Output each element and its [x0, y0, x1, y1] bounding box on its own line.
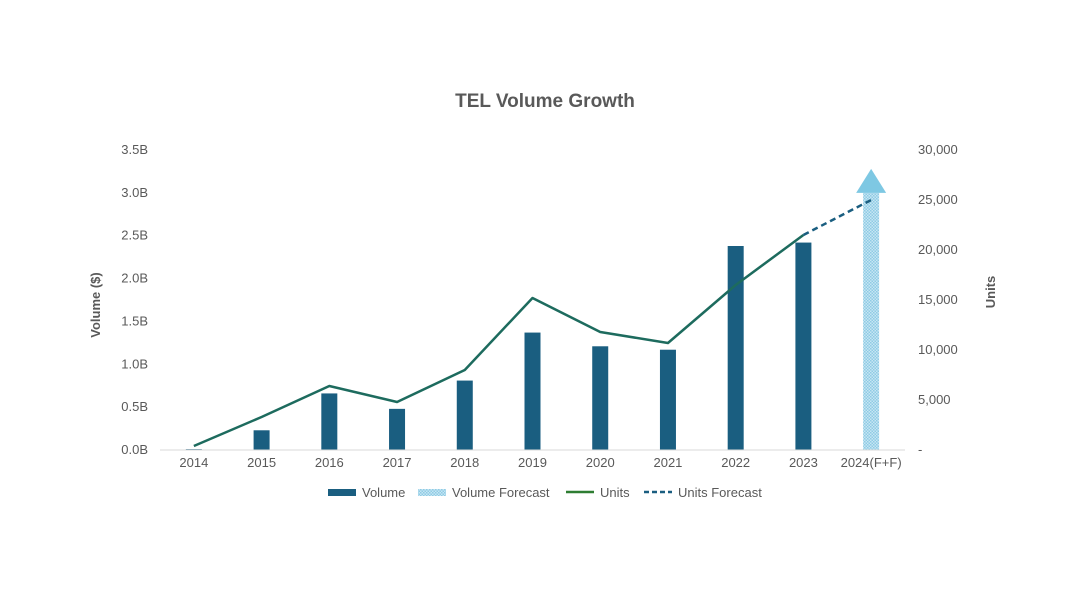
x-ticks: 2014 2015 2016 2017 2018 2019 2020 2021 2022 2023…: [179, 455, 901, 470]
legend: Volume Volume Forecast Units Units Forec…: [328, 485, 762, 500]
x-tick-label: 2014: [179, 455, 208, 470]
legend-swatch-volume: [328, 489, 356, 496]
y-left-tick-label: 3.0B: [121, 185, 148, 200]
x-tick-label: 2023: [789, 455, 818, 470]
volume-bar: [592, 346, 609, 450]
y-right-axis-title: Units: [983, 276, 998, 309]
volume-bar: [456, 380, 473, 450]
x-tick-label: 2020: [586, 455, 615, 470]
y-left-tick-label: 2.0B: [121, 271, 148, 286]
y-right-ticks: - 5,000 10,000 15,000 20,000 25,000 30,000: [918, 142, 958, 457]
y-right-tick-label: -: [918, 442, 922, 457]
volume-bar: [727, 246, 744, 450]
y-left-ticks: 0.0B 0.5B 1.0B 1.5B 2.0B 2.5B 3.0B 3.5B: [121, 142, 148, 457]
chart-title: TEL Volume Growth: [455, 91, 635, 112]
lines: [193, 198, 872, 448]
x-tick-label: 2015: [247, 455, 276, 470]
legend-label-volume: Volume: [362, 485, 405, 500]
y-left-tick-label: 0.0B: [121, 442, 148, 457]
y-right-tick-label: 30,000: [918, 142, 958, 157]
x-tick-label: 2022: [721, 455, 750, 470]
x-tick-label: 2024(F+F): [841, 455, 902, 470]
y-left-tick-label: 2.5B: [121, 228, 148, 243]
units-line: [193, 233, 805, 448]
y-right-tick-label: 10,000: [918, 342, 958, 357]
x-tick-label: 2016: [315, 455, 344, 470]
y-right-tick-label: 20,000: [918, 242, 958, 257]
legend-swatch-volume-forecast: [418, 489, 446, 496]
y-right-tick-label: 15,000: [918, 292, 958, 307]
x-tick-label: 2019: [518, 455, 547, 470]
y-left-tick-label: 3.5B: [121, 142, 148, 157]
y-left-axis-title: Volume ($): [88, 272, 103, 338]
volume-bar: [321, 393, 338, 450]
y-left-tick-label: 0.5B: [121, 399, 148, 414]
y-left-tick-label: 1.0B: [121, 356, 148, 371]
units-forecast-line: [802, 198, 872, 237]
legend-label-units: Units: [600, 485, 630, 500]
volume-forecast-bar: [863, 192, 880, 450]
volume-bar: [389, 408, 406, 450]
volume-bar: [524, 332, 541, 450]
y-left-tick-label: 1.5B: [121, 313, 148, 328]
x-tick-label: 2017: [383, 455, 412, 470]
x-tick-label: 2021: [653, 455, 682, 470]
y-right-tick-label: 25,000: [918, 192, 958, 207]
forecast-arrow-head: [856, 168, 887, 193]
volume-bar: [659, 349, 676, 450]
legend-label-units-forecast: Units Forecast: [678, 485, 762, 500]
volume-bar: [795, 242, 812, 450]
legend-label-volume-forecast: Volume Forecast: [452, 485, 550, 500]
volume-bar: [253, 430, 270, 450]
x-tick-label: 2018: [450, 455, 479, 470]
bars: [185, 168, 887, 450]
y-right-tick-label: 5,000: [918, 392, 951, 407]
